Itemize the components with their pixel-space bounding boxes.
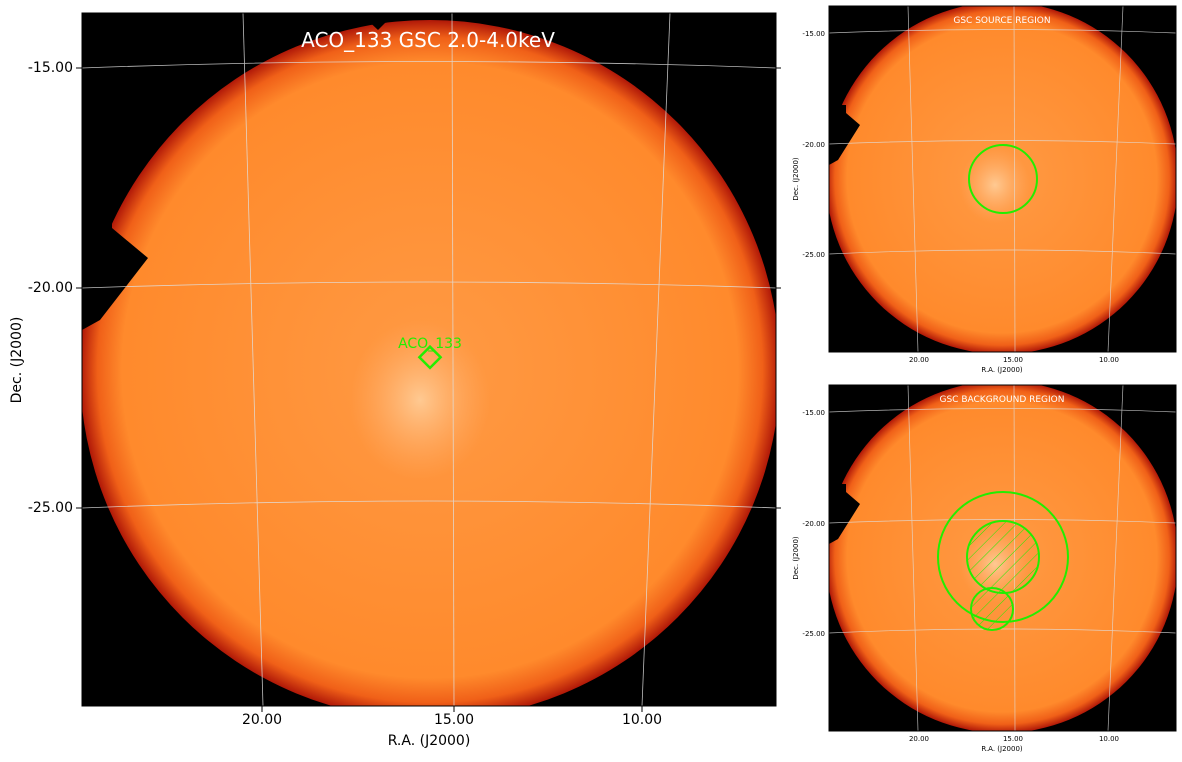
cluster-marker-diamond bbox=[417, 344, 443, 370]
main-notch-top bbox=[360, 13, 395, 30]
background-notch bbox=[829, 484, 860, 544]
source-title: GSC SOURCE REGION bbox=[953, 16, 1050, 26]
main-xtick-label: 15.00 bbox=[434, 712, 474, 728]
background-region-panel: GSC BACKGROUND REGION -15.00 -20.00 -25.… bbox=[792, 384, 1177, 753]
source-xtick-label: 20.00 bbox=[909, 356, 929, 364]
background-title: GSC BACKGROUND REGION bbox=[940, 395, 1065, 405]
background-ytick-label: -25.00 bbox=[802, 630, 825, 638]
source-region-panel: GSC SOURCE REGION -15.00 -20.00 -25.00 2… bbox=[792, 5, 1177, 374]
source-ytick-label: -25.00 bbox=[802, 251, 825, 259]
main-ytick-label: -15.00 bbox=[28, 60, 73, 76]
source-grid bbox=[829, 6, 1176, 352]
background-excluded-source bbox=[966, 520, 1040, 594]
main-ytick-label: -20.00 bbox=[28, 280, 73, 296]
cluster-marker-label: ACO_133 bbox=[398, 336, 462, 352]
main-notch bbox=[82, 215, 148, 330]
background-xtick-label: 10.00 bbox=[1099, 735, 1119, 743]
main-tick-marks bbox=[76, 67, 781, 712]
main-xlabel: R.A. (J2000) bbox=[388, 733, 471, 749]
source-xlabel: R.A. (J2000) bbox=[981, 366, 1023, 374]
background-xtick-label: 15.00 bbox=[1003, 735, 1023, 743]
source-cluster-glow bbox=[960, 147, 1030, 223]
background-excluded-point bbox=[970, 587, 1014, 631]
source-xtick-label: 10.00 bbox=[1099, 356, 1119, 364]
main-ytick-label: -25.00 bbox=[28, 500, 73, 516]
main-xtick-label: 20.00 bbox=[242, 712, 282, 728]
main-title: ACO_133 GSC 2.0-4.0keV bbox=[301, 28, 555, 52]
main-cluster-glow bbox=[350, 320, 490, 480]
main-xtick-label: 10.00 bbox=[622, 712, 662, 728]
source-region-circle bbox=[968, 144, 1038, 214]
main-frame bbox=[81, 12, 777, 707]
source-ytick-label: -15.00 bbox=[802, 30, 825, 38]
background-ytick-label: -20.00 bbox=[802, 520, 825, 528]
source-frame bbox=[828, 5, 1177, 353]
source-ytick-label: -20.00 bbox=[802, 141, 825, 149]
main-panel: ACO_133 GSC 2.0-4.0keV -15.00 -20.00 -25… bbox=[9, 12, 781, 749]
background-ytick-label: -15.00 bbox=[802, 409, 825, 417]
background-xlabel: R.A. (J2000) bbox=[981, 745, 1023, 753]
source-ylabel: Dec. (J2000) bbox=[792, 157, 800, 201]
background-xtick-label: 20.00 bbox=[909, 735, 929, 743]
main-grid bbox=[82, 13, 776, 706]
main-ylabel: Dec. (J2000) bbox=[9, 317, 25, 404]
source-notch bbox=[829, 105, 860, 165]
background-frame bbox=[828, 384, 1177, 732]
background-ylabel: Dec. (J2000) bbox=[792, 536, 800, 580]
source-xtick-label: 15.00 bbox=[1003, 356, 1023, 364]
